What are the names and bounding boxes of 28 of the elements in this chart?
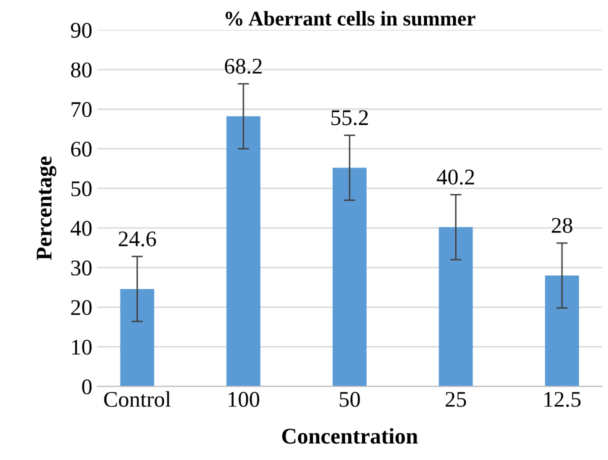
bar bbox=[226, 116, 260, 386]
data-label: 55.2 bbox=[331, 110, 368, 126]
bar bbox=[332, 168, 367, 386]
data-label: 40.2 bbox=[436, 170, 474, 185]
bar bbox=[120, 288, 154, 386]
y-tick-label: 80 bbox=[71, 62, 92, 78]
data-label: 24.6 bbox=[118, 231, 156, 247]
x-tick-label: 100 bbox=[228, 392, 260, 407]
x-axis-title: Concentration bbox=[282, 428, 418, 444]
y-axis-title: Percentage bbox=[36, 156, 56, 260]
x-tick-label: 50 bbox=[340, 392, 360, 407]
bar bbox=[545, 275, 579, 386]
y-tick-label: 60 bbox=[71, 142, 92, 157]
y-tick-label: 20 bbox=[71, 300, 92, 316]
bar bbox=[438, 227, 473, 386]
y-tick-label: 40 bbox=[70, 220, 92, 236]
y-tick-label: 10 bbox=[72, 340, 92, 355]
x-tick-label: 12.5 bbox=[544, 392, 581, 407]
y-tick-label: 70 bbox=[72, 102, 92, 118]
x-tick-label: 25 bbox=[446, 392, 466, 407]
y-tick-label: 50 bbox=[71, 181, 92, 196]
chart-title: % Aberrant cells in summer bbox=[226, 11, 476, 26]
y-tick-label: 30 bbox=[71, 260, 92, 276]
data-label: 68.2 bbox=[224, 58, 262, 74]
y-tick-label: 0 bbox=[82, 379, 92, 394]
x-tick-label: Control bbox=[104, 391, 171, 407]
y-tick-label: 90 bbox=[70, 22, 92, 38]
data-label: 28 bbox=[552, 218, 572, 233]
